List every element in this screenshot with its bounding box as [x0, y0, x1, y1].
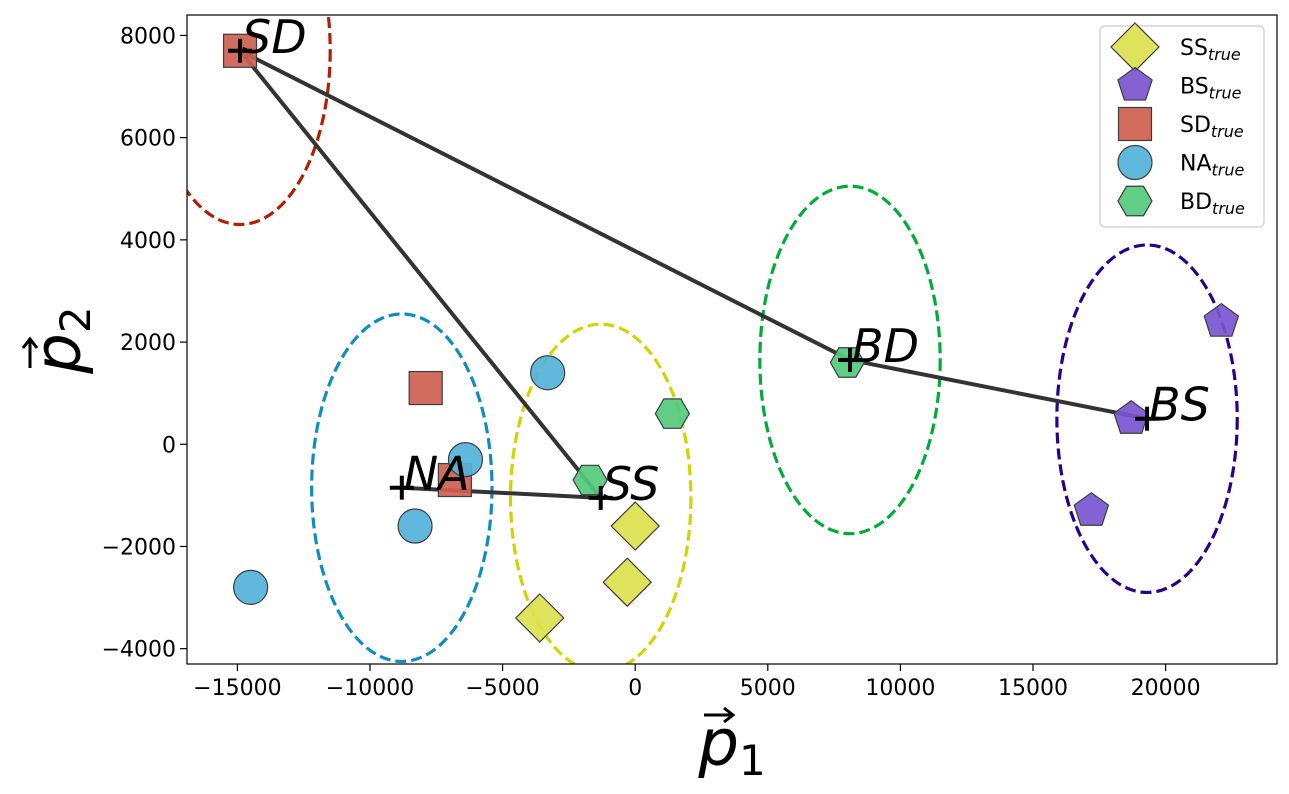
- x-tick-label: −15000: [193, 676, 281, 701]
- legend-marker-bs: [1117, 66, 1153, 101]
- legend-item-na: NAtrue: [1117, 144, 1245, 181]
- x-tick-label: 5000: [740, 676, 796, 701]
- svg-text:p2: p2: [22, 306, 100, 374]
- legend-label-bd: BDtrue: [1180, 190, 1245, 218]
- legend-marker-bd: [1117, 185, 1153, 217]
- y-tick-label: 0: [162, 433, 176, 458]
- point-bd-2: [829, 347, 866, 378]
- point-na-2: [397, 508, 433, 544]
- y-tick-label: 8000: [120, 24, 176, 49]
- x-tick-label: 15000: [998, 676, 1068, 701]
- legend-item-ss: SStrue: [1110, 22, 1241, 72]
- edge-sd-bd: [239, 48, 851, 362]
- centroid-label-na: NA: [404, 447, 470, 501]
- edge-na-ss: [401, 485, 601, 500]
- x-tick-label: −5000: [465, 676, 539, 701]
- point-ss-1: [602, 557, 653, 608]
- y-tick-label: −2000: [102, 535, 176, 560]
- edge-bd-bs: [849, 357, 1148, 421]
- y-tick-label: −4000: [102, 638, 176, 663]
- legend-item-bs: BStrue: [1117, 66, 1242, 103]
- point-na-0: [530, 355, 566, 391]
- x-axis-title: p1: [697, 706, 766, 785]
- centroid-marker-na: [389, 475, 414, 500]
- centroid-marker-bs: [1135, 406, 1160, 431]
- x-tick-label: 10000: [865, 676, 935, 701]
- point-na-1: [447, 441, 484, 478]
- x-tick-label: 0: [628, 676, 642, 701]
- y-axis-title: p2: [21, 306, 100, 375]
- centroid-label-sd: SD: [242, 10, 307, 64]
- point-bd-1: [572, 464, 608, 496]
- ring-ss: [508, 322, 693, 664]
- centroid-marker-sd: [228, 38, 253, 63]
- point-bd-0: [654, 398, 691, 429]
- y-tick-label: 6000: [120, 127, 176, 152]
- point-ss-0: [610, 501, 661, 551]
- legend-item-sd: SDtrue: [1117, 106, 1244, 142]
- legend-marker-na: [1117, 144, 1153, 181]
- x-tick-label: −10000: [326, 676, 414, 701]
- centroid-label-bd: BD: [852, 319, 919, 373]
- centroid-label-ss: SS: [603, 457, 660, 511]
- point-sd-1: [408, 370, 443, 406]
- centroid-marker-ss: [588, 485, 613, 510]
- point-na-3: [233, 569, 269, 605]
- x-tick-label: 20000: [1131, 676, 1201, 701]
- svg-text:p1: p1: [697, 707, 765, 785]
- ring-bd: [758, 184, 942, 536]
- legend-label-bs: BStrue: [1180, 75, 1242, 103]
- y-tick-label: 2000: [120, 331, 176, 356]
- legend-label-na: NAtrue: [1180, 152, 1245, 180]
- point-bs-2: [1073, 491, 1110, 526]
- centroid-marker-bd: [838, 347, 863, 372]
- ring-sd: [187, 15, 332, 227]
- legend-marker-sd: [1117, 106, 1153, 142]
- y-tick-label: 4000: [120, 229, 176, 254]
- legend-item-bd: BDtrue: [1117, 185, 1245, 218]
- ring-bs: [1055, 243, 1239, 595]
- legend-label-ss: SStrue: [1180, 36, 1241, 64]
- point-bs-0: [1203, 302, 1240, 337]
- point-ss-2: [514, 593, 565, 643]
- edge-sd-ss: [238, 49, 603, 500]
- legend-label-sd: SDtrue: [1180, 113, 1244, 141]
- centroid-label-bs: BS: [1149, 378, 1210, 432]
- ring-na: [310, 312, 494, 664]
- plot-frame: [186, 14, 1278, 665]
